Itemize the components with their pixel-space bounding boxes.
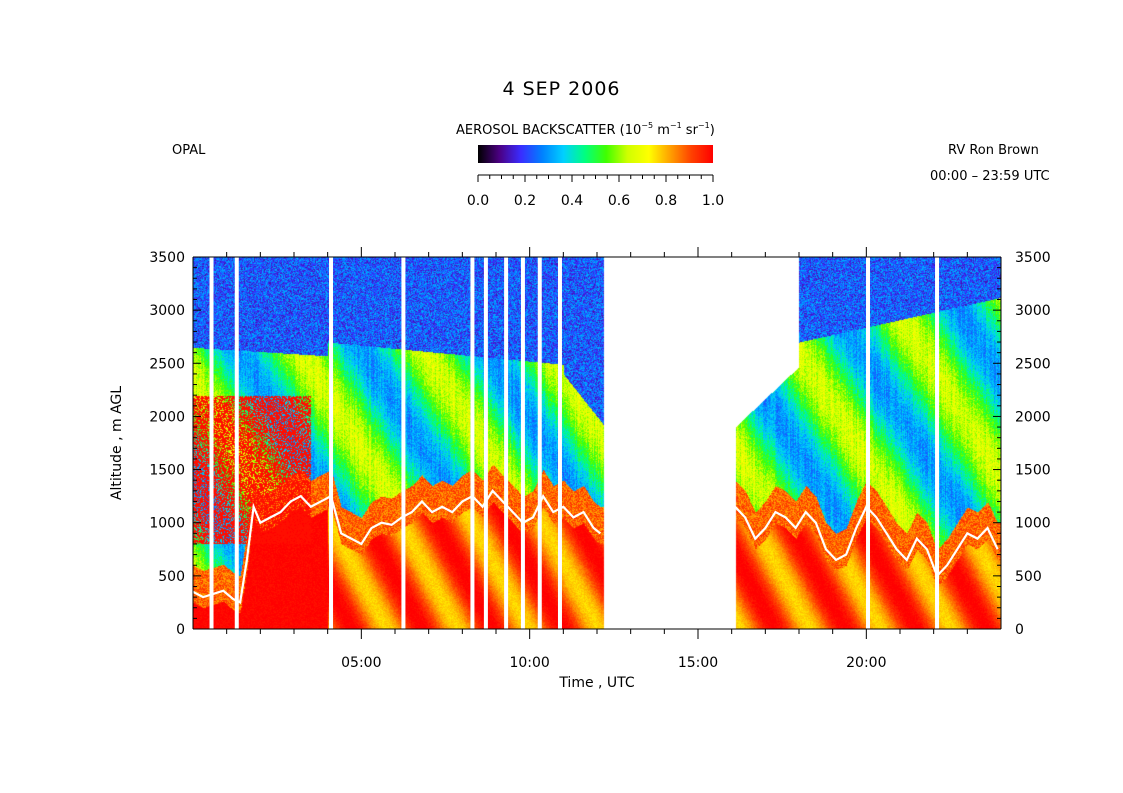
colorbar-title: AEROSOL BACKSCATTER (10−5 m−1 sr−1) [456,121,715,138]
x-tick-label: 10:00 [509,655,549,671]
x-tick-label: 15:00 [678,655,718,671]
instrument-label: OPAL [172,143,206,158]
x-axis-label: Time , UTC [558,675,635,691]
colorbar-tick-label: 1.0 [702,193,724,209]
x-tick-label: 05:00 [341,655,381,671]
y-tick-label-right: 1500 [1015,463,1051,479]
y-tick-label-right: 500 [1015,569,1042,585]
y-tick-label: 2000 [149,409,185,425]
backscatter-field [193,257,1001,629]
colorbar-tick-label: 0.8 [655,193,677,209]
time-range-label: 00:00 – 23:59 UTC [930,169,1050,184]
x-tick-label: 20:00 [846,655,886,671]
y-axis-label: Altitude , m AGL [109,386,125,500]
colorbar-title-exp2: −1 [669,121,682,130]
y-tick-label: 1000 [149,516,185,532]
data-gap-column [520,257,525,629]
data-gap-column [935,257,940,629]
y-tick-label-right: 2500 [1015,356,1051,372]
y-tick-label: 1500 [149,463,185,479]
data-gap-column [470,257,475,629]
colorbar-tick-label: 0.2 [514,193,536,209]
y-tick-label: 2500 [149,356,185,372]
colorbar-title-exp3: −1 [697,121,710,130]
y-tick-label-right: 1000 [1015,516,1051,532]
y-tick-label: 500 [158,569,185,585]
y-tick-label: 3000 [149,303,185,319]
data-gap-column [234,257,239,629]
plot-area [192,257,1001,629]
y-tick-label-right: 3000 [1015,303,1051,319]
colorbar-tick-label: 0.6 [608,193,630,209]
data-gap-column [504,257,509,629]
colorbar-tick-label: 0.0 [467,193,489,209]
chart-title: 4 SEP 2006 [502,78,621,100]
y-tick-label-right: 0 [1015,622,1024,638]
y-tick-label: 0 [176,622,185,638]
data-gap-column [537,257,542,629]
colorbar-tick-label: 0.4 [561,193,583,209]
data-gap-column [866,257,871,629]
colorbar-title-suffix: ) [709,123,715,138]
colorbar-title-mid2: sr [681,123,698,138]
colorbar-title-exp1: −5 [641,121,654,130]
axes: 05:00 10:00 15:00 20:00 0 0 500 500 1000 1000 1500… [109,247,1051,691]
y-tick-label: 3500 [149,250,185,266]
colorbar-ramp [478,145,713,163]
data-gap-column [557,257,562,629]
colorbar-title-prefix: AEROSOL BACKSCATTER (10 [456,123,642,138]
boundary-layer-line-1 [192,489,602,605]
platform-label: RV Ron Brown [948,143,1039,158]
colorbar-title-mid1: m [653,123,670,138]
data-gap-column [401,257,406,629]
y-tick-label-right: 2000 [1015,409,1051,425]
data-gap-column [209,257,214,629]
data-gap-column [329,257,334,629]
y-tick-label-right: 3500 [1015,250,1051,266]
boundary-layer-line-2 [734,504,999,578]
data-gap-column [483,257,488,629]
colorbar: 0.0 0.2 0.4 0.6 0.8 1.0 [467,145,724,209]
